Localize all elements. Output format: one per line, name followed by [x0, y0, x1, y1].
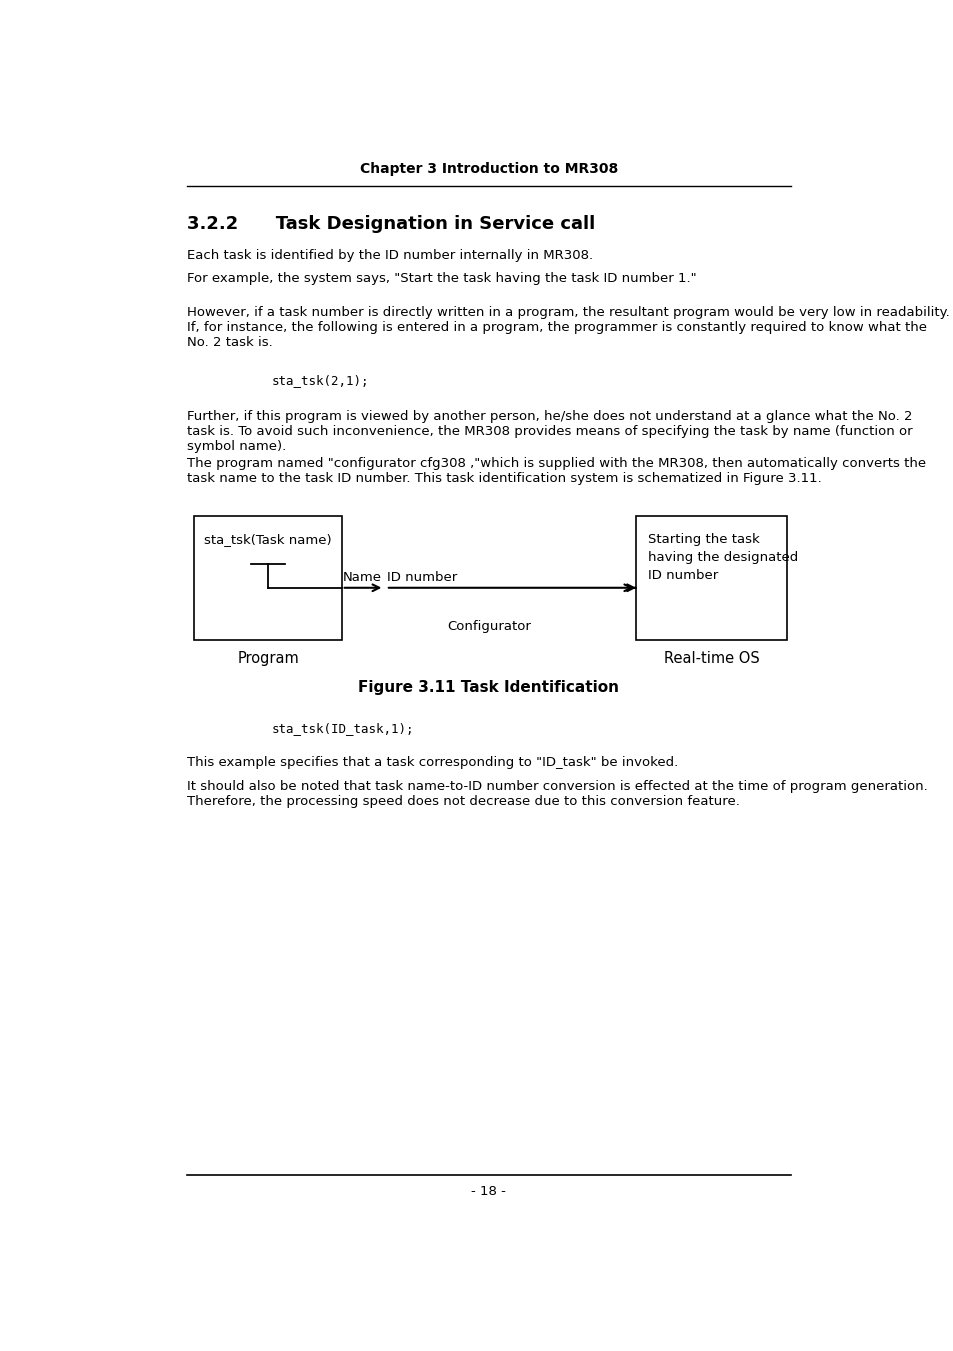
Text: The program named "configurator cfg308 ,"which is supplied with the MR308, then : The program named "configurator cfg308 ,… — [187, 457, 924, 470]
Text: It should also be noted that task name-to-ID number conversion is effected at th: It should also be noted that task name-t… — [187, 781, 926, 793]
Text: Chapter 3 Introduction to MR308: Chapter 3 Introduction to MR308 — [359, 162, 618, 176]
Text: having the designated: having the designated — [647, 551, 798, 565]
Text: 3.2.2      Task Designation in Service call: 3.2.2 Task Designation in Service call — [187, 215, 595, 234]
Text: This example specifies that a task corresponding to "ID_task" be invoked.: This example specifies that a task corre… — [187, 755, 678, 769]
Text: For example, the system says, "Start the task having the task ID number 1.": For example, the system says, "Start the… — [187, 273, 696, 285]
Text: Real-time OS: Real-time OS — [663, 651, 759, 666]
Text: Figure 3.11 Task Identification: Figure 3.11 Task Identification — [358, 680, 618, 694]
Text: Program: Program — [237, 651, 298, 666]
Text: However, if a task number is directly written in a program, the resultant progra: However, if a task number is directly wr… — [187, 307, 948, 319]
Text: ID number: ID number — [647, 570, 718, 582]
Text: sta_tsk(Task name): sta_tsk(Task name) — [204, 534, 332, 546]
Text: Configurator: Configurator — [447, 620, 530, 634]
Text: sta_tsk(2,1);: sta_tsk(2,1); — [272, 374, 369, 388]
Text: No. 2 task is.: No. 2 task is. — [187, 336, 273, 349]
Text: If, for instance, the following is entered in a program, the programmer is const: If, for instance, the following is enter… — [187, 322, 925, 334]
Text: Each task is identified by the ID number internally in MR308.: Each task is identified by the ID number… — [187, 249, 592, 262]
Bar — [194, 516, 341, 639]
Text: Further, if this program is viewed by another person, he/she does not understand: Further, if this program is viewed by an… — [187, 411, 911, 423]
Text: task name to the task ID number. This task identification system is schematized : task name to the task ID number. This ta… — [187, 471, 821, 485]
Text: - 18 -: - 18 - — [471, 1185, 506, 1198]
Bar — [636, 516, 786, 639]
Text: ID number: ID number — [387, 571, 457, 584]
Text: task is. To avoid such inconvenience, the MR308 provides means of specifying the: task is. To avoid such inconvenience, th… — [187, 426, 911, 439]
Text: sta_tsk(ID_task,1);: sta_tsk(ID_task,1); — [272, 721, 414, 735]
Text: Name: Name — [343, 571, 382, 584]
Text: Starting the task: Starting the task — [647, 534, 759, 546]
Text: Therefore, the processing speed does not decrease due to this conversion feature: Therefore, the processing speed does not… — [187, 796, 739, 808]
Text: symbol name).: symbol name). — [187, 440, 286, 454]
